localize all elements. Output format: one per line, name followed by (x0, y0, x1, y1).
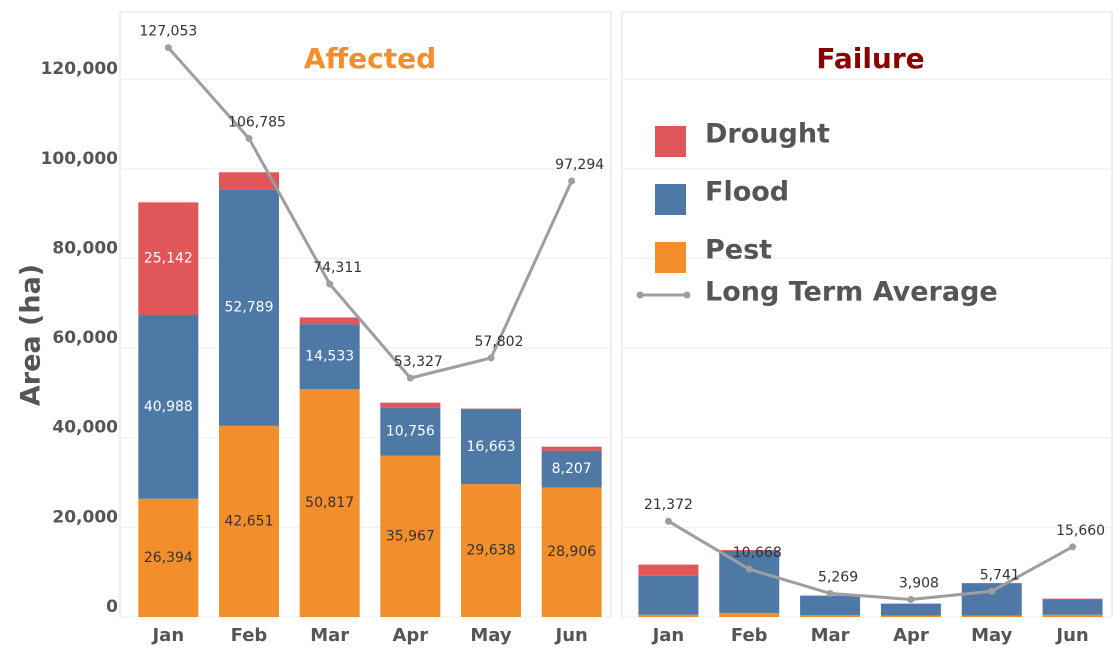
x-tick-label: Jan (150, 625, 184, 646)
line-label: 5,741 (980, 567, 1020, 583)
legend-dot (637, 292, 644, 299)
y-tick-label: 20,000 (52, 507, 118, 527)
line-label: 3,908 (899, 575, 939, 591)
data-label: 26,394 (144, 550, 193, 566)
line-label: 106,785 (228, 114, 286, 130)
bar-segment (719, 613, 779, 617)
legend-label: Drought (705, 119, 830, 150)
data-label: 50,817 (305, 495, 354, 511)
data-label: 35,967 (386, 528, 435, 544)
line-point (827, 590, 834, 597)
bar-segment (881, 604, 941, 616)
y-tick-label: 40,000 (52, 418, 118, 438)
legend-swatch (655, 184, 686, 215)
bar-segment (1043, 599, 1103, 600)
x-tick-label: Feb (731, 625, 768, 646)
x-tick-label: Apr (392, 625, 428, 646)
panel-title: Affected (304, 42, 436, 75)
x-tick-label: Mar (310, 625, 349, 646)
line-point (326, 280, 333, 287)
data-label: 10,756 (386, 424, 435, 440)
bar-segment (461, 409, 521, 410)
line-label: 5,269 (818, 569, 858, 585)
line-label: 127,053 (139, 24, 197, 40)
data-label: 40,988 (144, 399, 193, 415)
bar-segment (638, 576, 698, 615)
line-label: 57,802 (475, 334, 524, 350)
y-tick-label: 0 (106, 597, 118, 617)
line-label: 15,660 (1056, 523, 1105, 539)
data-label: 29,638 (467, 543, 516, 559)
bar-segment (542, 447, 602, 451)
line-point (907, 596, 914, 603)
legend-dot (684, 292, 691, 299)
bar-segment (300, 317, 360, 324)
data-label: 52,789 (225, 300, 274, 316)
data-label: 14,533 (305, 349, 354, 365)
line-label: 97,294 (555, 157, 604, 173)
panel-frame (622, 12, 1112, 617)
bar-segment (881, 616, 941, 617)
data-label: 42,651 (225, 513, 274, 529)
legend-label: Long Term Average (705, 277, 998, 308)
data-label: 25,142 (144, 251, 193, 267)
x-tick-label: Feb (231, 625, 268, 646)
data-label: 8,207 (552, 461, 592, 477)
y-tick-label: 80,000 (52, 238, 118, 258)
bar-segment (1043, 615, 1103, 617)
line-point (246, 135, 253, 142)
bar-segment (962, 616, 1022, 617)
line-point (988, 588, 995, 595)
bar-segment (800, 615, 860, 617)
line-point (568, 177, 575, 184)
legend-swatch (655, 242, 686, 273)
line-label: 74,311 (313, 260, 362, 276)
line-point (407, 375, 414, 382)
bar-segment (380, 403, 440, 408)
y-axis-label: Area (ha) (16, 264, 47, 406)
x-tick-label: Apr (893, 625, 929, 646)
y-tick-label: 100,000 (41, 149, 119, 169)
bar-segment (1043, 600, 1103, 615)
bar-segment (638, 565, 698, 576)
x-tick-label: Jun (554, 625, 588, 646)
data-label: 16,663 (467, 439, 516, 455)
y-tick-label: 60,000 (52, 328, 118, 348)
line-label: 21,372 (644, 497, 693, 513)
x-tick-label: Jan (651, 625, 685, 646)
line-label: 53,327 (394, 354, 443, 370)
line-point (1069, 543, 1076, 550)
line-point (665, 518, 672, 525)
line-label: 10,668 (733, 545, 782, 561)
legend-label: Flood (705, 177, 789, 208)
bar-segment (800, 596, 860, 615)
panel-title: Failure (816, 42, 924, 75)
x-tick-label: May (470, 625, 512, 646)
x-tick-label: Jun (1054, 625, 1088, 646)
legend-label: Pest (705, 235, 772, 266)
y-tick-label: 120,000 (41, 59, 119, 79)
line-point (488, 354, 495, 361)
x-tick-label: Mar (811, 625, 850, 646)
line-point (165, 44, 172, 51)
line-point (746, 566, 753, 573)
data-label: 28,906 (547, 544, 596, 560)
bar-segment (638, 615, 698, 617)
x-tick-label: May (971, 625, 1013, 646)
legend-swatch (655, 126, 686, 157)
